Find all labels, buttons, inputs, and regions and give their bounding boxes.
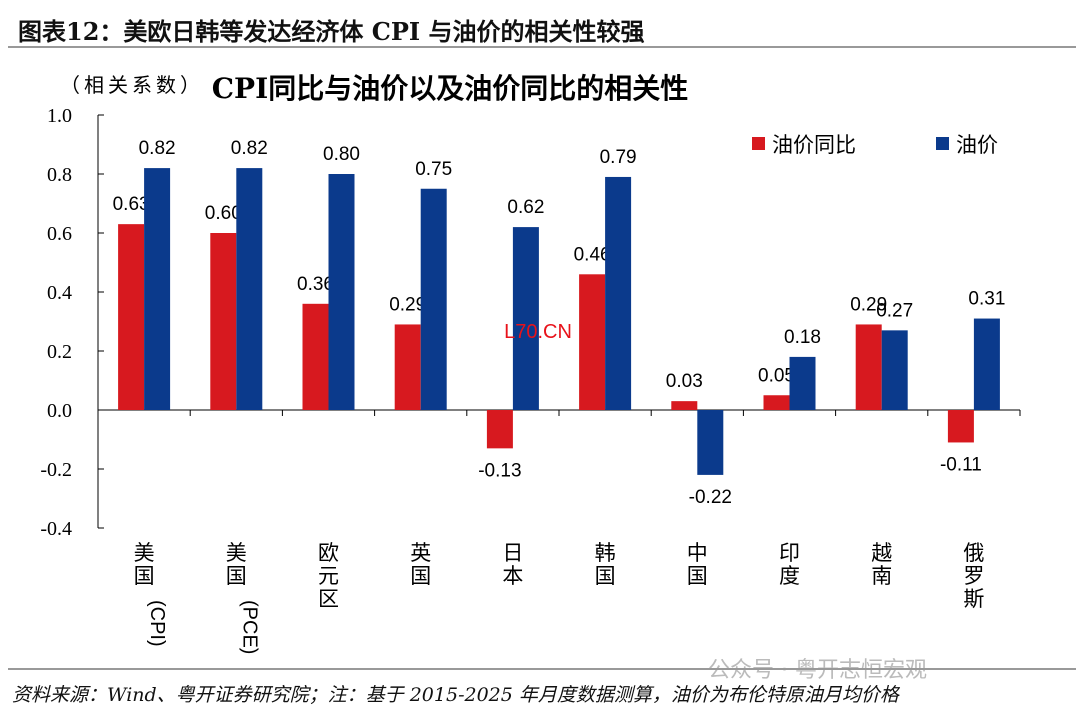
data-label: -0.11 (940, 454, 982, 475)
bar-oil-yoy (302, 303, 329, 410)
bar-oil-yoy (671, 401, 698, 410)
chart: CPI同比与油价以及油价同比的相关性 （相关系数） 1.0 0.8 0.6 0.4 0.2 0… (40, 72, 1021, 654)
y-tick-label: 0.2 (47, 341, 72, 363)
x-tick-label: 印 (779, 541, 800, 565)
data-label: 0.36 (297, 274, 334, 295)
y-tick-label: 1.0 (47, 105, 72, 127)
x-tick-label: 日 (502, 541, 523, 565)
data-label: 0.80 (323, 144, 360, 165)
legend-swatch (936, 137, 949, 150)
bar-oil-price (328, 174, 355, 410)
footer-divider (8, 668, 1076, 670)
y-tick-label: 0.6 (47, 223, 72, 245)
bar-oil-price (973, 318, 1000, 410)
x-tick-label: 中 (687, 541, 708, 565)
x-tick-label: 美 (134, 541, 155, 565)
data-label: 0.62 (507, 197, 544, 218)
y-tick-label: 0.0 (47, 400, 72, 422)
x-tick-label: 度 (779, 564, 800, 588)
chart-title: CPI同比与油价以及油价同比的相关性 (212, 72, 688, 105)
bar-oil-yoy (579, 274, 606, 410)
y-tick-label: -0.4 (40, 518, 72, 540)
bar-oil-yoy (394, 324, 421, 410)
legend-swatch (752, 137, 765, 150)
data-label: 0.31 (968, 289, 1005, 310)
x-tick-label: 英 (410, 541, 431, 565)
overlay-watermark: L70.CN (504, 321, 572, 343)
bar-oil-yoy (118, 224, 145, 410)
data-label: 0.05 (758, 365, 795, 386)
x-tick-label: 国 (595, 564, 616, 588)
data-label: -0.22 (689, 487, 732, 508)
data-label: 0.63 (113, 194, 150, 215)
bar-oil-price (697, 410, 724, 475)
x-tick-label: 俄 (963, 541, 984, 565)
x-tick-label: 美 (226, 541, 247, 565)
bar-oil-yoy (855, 324, 882, 410)
x-tick-label: 欧 (318, 541, 339, 565)
data-label: 0.60 (205, 203, 242, 224)
bar-oil-price (881, 330, 908, 410)
data-label: 0.29 (389, 294, 426, 315)
bar-oil-price (144, 168, 171, 410)
x-tick-label: 韩 (595, 541, 616, 565)
bar-oil-yoy (210, 233, 237, 410)
y-tick-label: -0.2 (40, 459, 72, 481)
data-label: 0.82 (139, 138, 176, 159)
x-tick-label: 斯 (963, 587, 984, 611)
title-divider (8, 46, 1076, 48)
bar-oil-yoy (947, 410, 974, 443)
x-tick-label: 南 (871, 564, 892, 588)
x-tick-label: (PCE) (238, 600, 260, 654)
x-tick-label: 罗 (963, 564, 984, 588)
watermark: 公众号 · 粤开志恒宏观 (708, 658, 927, 683)
legend-label: 油价 (956, 133, 998, 157)
data-label: 0.27 (876, 300, 913, 321)
x-tick-label: 国 (134, 564, 155, 588)
legend-label: 油价同比 (772, 133, 856, 157)
bar-oil-price (605, 176, 632, 410)
x-tick-label: 区 (318, 587, 339, 611)
bar-oil-price (420, 188, 447, 410)
y-axis-label: （相关系数） (60, 73, 204, 97)
data-label: 0.18 (784, 327, 821, 348)
x-tick-label: 国 (410, 564, 431, 588)
y-tick-label: 0.4 (47, 282, 72, 304)
data-label: -0.13 (478, 460, 521, 481)
data-label: 0.79 (600, 147, 637, 168)
data-label: 0.03 (666, 371, 703, 392)
data-label: 0.46 (574, 244, 611, 265)
data-label: 0.75 (415, 159, 452, 180)
bar-oil-yoy (763, 395, 790, 410)
x-tick-label: 国 (687, 564, 708, 588)
data-label: 0.82 (231, 138, 268, 159)
bar-oil-price (236, 168, 263, 410)
figure-title: 图表12：美欧日韩等发达经济体 CPI 与油价的相关性较强 (18, 17, 645, 46)
bar-oil-price (789, 356, 816, 410)
x-tick-label: 本 (502, 564, 523, 588)
bar-oil-yoy (486, 410, 513, 449)
y-tick-label: 0.8 (47, 164, 72, 186)
data-label: 0.29 (850, 294, 887, 315)
bar-oil-price (512, 227, 539, 410)
x-tick-label: 国 (226, 564, 247, 588)
source-note: 资料来源：Wind、粤开证券研究院；注：基于 2015-2025 年月度数据测算… (12, 684, 899, 706)
x-tick-label: 元 (318, 564, 339, 588)
x-tick-label: (CPI) (146, 600, 168, 647)
x-tick-label: 越 (871, 541, 892, 565)
